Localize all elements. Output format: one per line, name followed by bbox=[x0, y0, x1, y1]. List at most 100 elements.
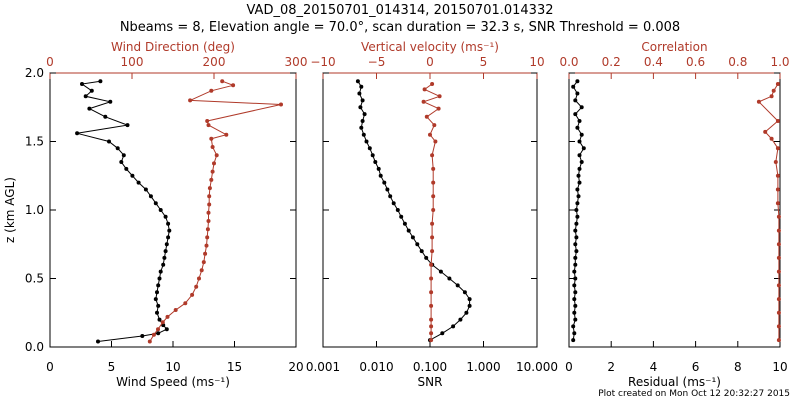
series-left-red-point bbox=[203, 251, 208, 256]
bottom-axis-label: Wind Speed (ms⁻¹) bbox=[116, 375, 230, 389]
bottom-axis-tick-label: 15 bbox=[227, 360, 242, 374]
series-middle-black-point bbox=[367, 146, 372, 151]
series-middle-red-point bbox=[422, 87, 427, 92]
series-left-red-point bbox=[205, 235, 210, 240]
bottom-axis-tick-label: 2 bbox=[607, 360, 615, 374]
series-left-red-point bbox=[207, 202, 212, 207]
series-right-black-point bbox=[575, 214, 580, 219]
series-left-red-point bbox=[207, 186, 212, 191]
series-left-black-point bbox=[153, 297, 158, 302]
series-left-black-point bbox=[96, 339, 100, 344]
series-middle-red-point bbox=[430, 221, 435, 226]
series-left-black-point bbox=[161, 262, 166, 267]
series-right-red-line bbox=[758, 83, 780, 341]
top-axis-label: Wind Direction (deg) bbox=[111, 40, 235, 54]
series-middle-red-line bbox=[422, 83, 441, 341]
series-left-red-point bbox=[210, 169, 215, 174]
series-right-black-point bbox=[573, 262, 578, 267]
bottom-axis-tick-label: 0 bbox=[565, 360, 573, 374]
y-axis-tick-label: 0.0 bbox=[25, 340, 44, 354]
series-right-red-point bbox=[775, 82, 780, 86]
chart-title-line2: Nbeams = 8, Elevation angle = 70.0°, sca… bbox=[120, 20, 680, 35]
bottom-axis-tick-label: 1.000 bbox=[466, 360, 500, 374]
panel-left: 0 5 10 15 20 Wind Speed (ms⁻¹) 0 100 200 300 Wind … bbox=[25, 40, 308, 389]
series-left-black-point bbox=[121, 153, 126, 158]
series-right-red-point bbox=[775, 119, 780, 123]
series-left-red-point bbox=[160, 320, 165, 325]
series-left-black-point bbox=[89, 88, 94, 93]
series-left-black-point bbox=[125, 123, 130, 128]
series-right-red-point bbox=[773, 160, 778, 164]
series-middle-black-point bbox=[458, 317, 463, 322]
series-left-black-point bbox=[107, 139, 111, 144]
series-right-black-point bbox=[573, 112, 578, 117]
series-right-black-point bbox=[579, 105, 584, 110]
series-middle-red-point bbox=[429, 303, 434, 308]
top-axis-tick-label: 5 bbox=[480, 55, 488, 69]
series-middle-black-point bbox=[391, 201, 396, 206]
series-left-black-point bbox=[124, 166, 129, 171]
y-axis-tick-label: 0.5 bbox=[25, 272, 44, 286]
series-middle-black-point bbox=[419, 249, 424, 254]
series-right-black-point bbox=[573, 242, 578, 247]
chart-title-line1: VAD_08_20150701_014314, 20150701.014332 bbox=[247, 3, 554, 18]
series-middle-black-line bbox=[357, 80, 471, 341]
series-middle-red-point bbox=[421, 99, 426, 104]
bottom-axis-tick-label: 8 bbox=[734, 360, 742, 374]
series-left-red-point bbox=[173, 308, 178, 312]
series-right-red-point bbox=[756, 99, 761, 104]
series-left-black-point bbox=[80, 82, 84, 86]
series-right-red-point bbox=[776, 214, 781, 219]
bottom-axis-tick-label: 0.010 bbox=[359, 360, 393, 374]
top-axis-tick-label: −10 bbox=[310, 55, 335, 69]
top-axis-tick-label: 100 bbox=[121, 55, 144, 69]
series-right-black-point bbox=[576, 173, 581, 178]
series-left-black-point bbox=[167, 228, 172, 233]
series-left-red-point bbox=[205, 227, 210, 232]
series-left-black-point bbox=[130, 173, 135, 178]
series-right-black-point bbox=[577, 153, 582, 158]
series-middle-black-point bbox=[364, 139, 369, 144]
series-right-red-point bbox=[769, 94, 774, 99]
series-left-black-point bbox=[98, 79, 103, 84]
bottom-axis-tick-label: 0 bbox=[46, 360, 54, 374]
series-right-red-point bbox=[776, 242, 781, 247]
series-left-red-point bbox=[194, 284, 199, 289]
series-middle-black-point bbox=[370, 153, 375, 158]
series-left-red-point bbox=[279, 102, 283, 107]
series-left-red-point bbox=[188, 98, 193, 103]
series-right-red-point bbox=[776, 255, 781, 260]
series-left-red-point bbox=[231, 83, 236, 88]
series-right-black-point bbox=[574, 249, 579, 254]
series-right-black-point bbox=[571, 324, 576, 329]
series-left-black-point bbox=[157, 276, 162, 281]
series-left-black-point bbox=[148, 194, 153, 199]
series-left-red-point bbox=[201, 260, 206, 265]
series-right-black-point bbox=[575, 91, 580, 96]
series-left-red-point bbox=[199, 268, 204, 273]
series-right-black-point bbox=[573, 303, 578, 308]
series-right-black-point bbox=[575, 125, 580, 130]
plot-frame bbox=[49, 72, 297, 348]
series-left-red-point bbox=[220, 79, 225, 84]
bottom-axis-tick-label: 0.100 bbox=[413, 360, 447, 374]
series-right-black-point bbox=[572, 310, 577, 315]
series-middle-black-point bbox=[360, 98, 365, 103]
series-left-red-point bbox=[156, 327, 160, 332]
series-left-red-point bbox=[206, 123, 211, 128]
series-middle-black-point bbox=[355, 79, 360, 84]
y-axis-label: z (km AGL) bbox=[3, 177, 17, 243]
series-middle-black-point bbox=[362, 112, 367, 117]
series-middle-red-point bbox=[437, 94, 442, 99]
series-right-black-point bbox=[574, 221, 579, 226]
series-middle-red-point bbox=[428, 132, 432, 137]
series-left-black-point bbox=[136, 180, 141, 185]
series-middle-black-point bbox=[360, 119, 365, 123]
series-right-black-point bbox=[573, 255, 578, 260]
series-middle-black-point bbox=[467, 297, 472, 302]
series-right-red-point bbox=[776, 310, 781, 315]
series-middle-black-point bbox=[415, 242, 420, 247]
series-right-red-point bbox=[775, 146, 780, 151]
